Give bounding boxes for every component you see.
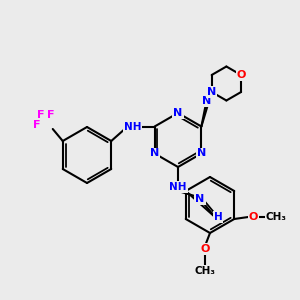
Text: NH: NH (124, 122, 141, 131)
Text: CH₃: CH₃ (194, 266, 215, 276)
Text: O: O (249, 212, 258, 222)
Text: N: N (202, 97, 211, 106)
Text: N: N (195, 194, 205, 204)
Text: NH: NH (169, 182, 187, 192)
Text: N: N (173, 108, 183, 118)
Text: N: N (150, 148, 159, 158)
Text: F: F (33, 120, 40, 130)
Text: O: O (200, 244, 210, 254)
Text: O: O (236, 70, 246, 80)
Text: CH₃: CH₃ (266, 212, 287, 222)
Text: F: F (47, 110, 55, 120)
Text: F: F (37, 110, 44, 120)
Text: N: N (207, 87, 216, 97)
Text: N: N (197, 148, 206, 158)
Text: H: H (214, 212, 222, 222)
